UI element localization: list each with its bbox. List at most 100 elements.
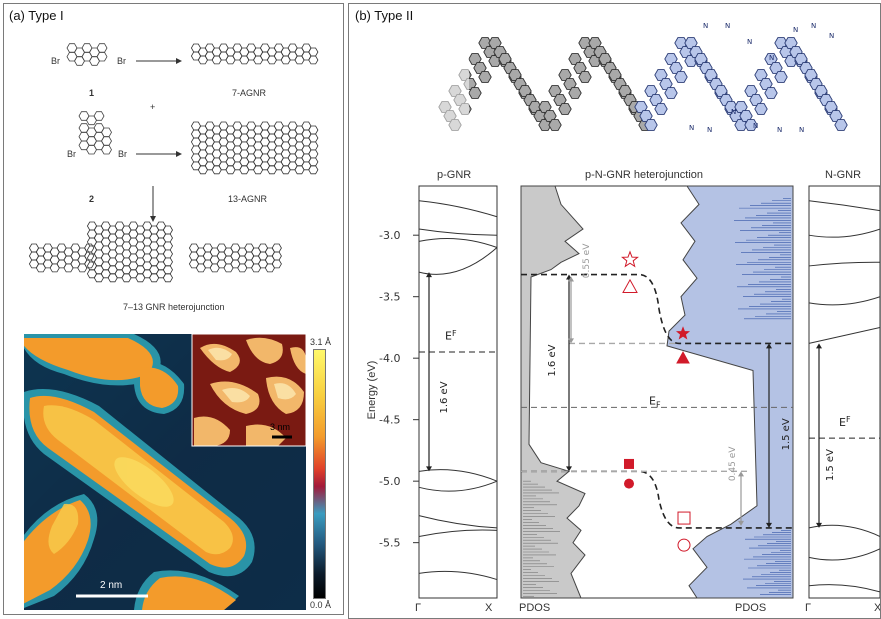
mono2-br-right: Br — [118, 149, 127, 159]
n-ribbon-ring — [834, 119, 848, 131]
heterojunction-ring-wide — [162, 257, 173, 267]
n-ribbon-ring — [754, 103, 768, 115]
monomer-2-ring — [101, 136, 112, 146]
nitrogen-label: N — [793, 26, 798, 34]
cbm-offset-arrow-head — [568, 338, 574, 344]
y-tick-label: -4.5 — [379, 414, 400, 427]
agnr13-ring — [308, 149, 319, 159]
left-x-tick-gamma: Γ — [415, 602, 422, 614]
filled-square-marker — [624, 458, 634, 469]
right-band — [808, 584, 880, 593]
plus-sign: + — [150, 102, 156, 112]
colorbar-max-label: 3.1 Å — [310, 337, 332, 347]
nitrogen-label: N — [753, 122, 758, 130]
agnr7-ring — [308, 55, 319, 65]
n-ribbon-ring — [644, 119, 658, 131]
colorbar — [313, 349, 326, 599]
right-plot-title: N-GNR — [825, 169, 862, 181]
heterojunction-ring-wide — [162, 273, 173, 283]
filled-triangle-marker — [676, 351, 690, 364]
right-x-tick-gamma: Γ — [805, 602, 812, 614]
p-ribbon-ring — [478, 71, 492, 83]
right-band — [808, 548, 880, 561]
agnr13-label: 13-AGNR — [228, 194, 268, 204]
band-structure-figure: -3.0 -3.5 -4.0 -4.5 -5.0 -5.5 1.6 eV 1.5 eV 0.55… — [379, 185, 880, 599]
p-side-pdos-area — [520, 185, 586, 599]
agnr13-ring — [308, 165, 319, 175]
ribbon-fade — [429, 24, 469, 144]
left-band — [418, 529, 498, 537]
monomer-2-ring — [101, 144, 112, 155]
vbm-offset-label: 0.45 eV — [728, 446, 738, 481]
n-ribbon-ring — [674, 71, 688, 83]
n-ribbon-ring — [744, 119, 758, 131]
monomer-2-structure — [78, 111, 112, 155]
middle-gap-label-left: 1.6 eV — [547, 344, 558, 376]
left-band — [418, 237, 498, 248]
inset-scale-label: 3 nm — [270, 422, 291, 432]
heterojunction-structure — [28, 221, 282, 283]
n-ribbon-ring — [654, 103, 668, 115]
mono2-number: 2 — [89, 194, 95, 204]
heterojunction-ribbon: N N N N N N N N N N N N N — [429, 22, 848, 144]
nitrogen-label: N — [777, 126, 782, 134]
stm-image: 3 nm 2 nm — [24, 334, 306, 610]
middle-gap-arrow-right-head — [766, 522, 772, 528]
cbm-offset-arrow-head — [568, 276, 574, 282]
p-ribbon-ring — [558, 103, 572, 115]
right-fermi-sub: F — [846, 415, 851, 424]
p-ribbon-ring — [548, 119, 562, 131]
reaction-arrow-1 — [136, 58, 182, 64]
vbm-dashed-line — [521, 470, 793, 529]
middle-gap-label-right: 1.5 eV — [781, 418, 792, 450]
nitrogen-label: N — [829, 32, 834, 40]
monomer-2-ring — [101, 127, 112, 138]
nitrogen-label: N — [689, 124, 694, 132]
right-band — [808, 296, 880, 306]
open-star-marker — [621, 250, 639, 268]
nitrogen-label: N — [731, 108, 736, 116]
left-band — [418, 480, 498, 492]
agnr13-ring — [308, 125, 319, 135]
stm-topography — [24, 334, 306, 610]
left-band — [418, 200, 498, 218]
filled-star-marker — [675, 326, 691, 340]
agnr-13-structure — [190, 121, 319, 175]
nitrogen-label: N — [769, 54, 774, 62]
nitrogen-label: N — [747, 38, 752, 46]
p-ribbon-ring — [578, 71, 592, 83]
n-ribbon-ring — [664, 87, 678, 99]
heterojunction-ring-wide — [162, 225, 173, 235]
right-fermi-label: E — [839, 416, 846, 429]
heterojunction-ring-wide — [162, 265, 173, 275]
right-band-cbm — [808, 326, 880, 344]
reaction-arrow-3 — [150, 186, 156, 222]
left-plot-frame — [418, 185, 498, 599]
monomer-1-ring — [96, 51, 108, 62]
panel-a: (a) Type I Br Br 1 7-AGNR + Br Br 2 13-A… — [3, 3, 344, 615]
heterojunction-ring-wide — [162, 233, 173, 243]
panel-b: (b) Type II N N N N N N N N N N N N N -3.0 -3.5 -4.0 -4… — [348, 3, 881, 619]
middle-x-tick-pdos-right: PDOS — [735, 602, 767, 614]
middle-fermi-label: E — [649, 394, 656, 407]
colorbar-min-label: 0.0 Å — [310, 600, 332, 610]
nitrogen-label: N — [703, 22, 708, 30]
mono1-br-left: Br — [51, 56, 60, 66]
n-ribbon-ring — [764, 87, 778, 99]
right-gap-label: 1.5 eV — [825, 449, 836, 481]
right-band — [808, 228, 880, 238]
mono1-br-right: Br — [117, 56, 126, 66]
nitrogen-label: N — [799, 126, 804, 134]
right-band-vbm — [808, 524, 880, 537]
p-ribbon-ring — [568, 87, 582, 99]
heterojunction-ring-narrow — [84, 259, 95, 269]
reaction-arrow-2 — [136, 151, 182, 157]
left-gap-arrow-head — [426, 466, 432, 472]
open-circle-marker — [677, 538, 691, 552]
left-band-vbm — [418, 469, 498, 482]
left-fermi-label: E — [445, 330, 452, 343]
right-gap-arrow-head — [816, 522, 822, 528]
right-plot-frame — [808, 185, 880, 599]
left-plot-title: p-GNR — [437, 169, 472, 181]
y-axis-label: Energy (eV) — [366, 360, 378, 420]
